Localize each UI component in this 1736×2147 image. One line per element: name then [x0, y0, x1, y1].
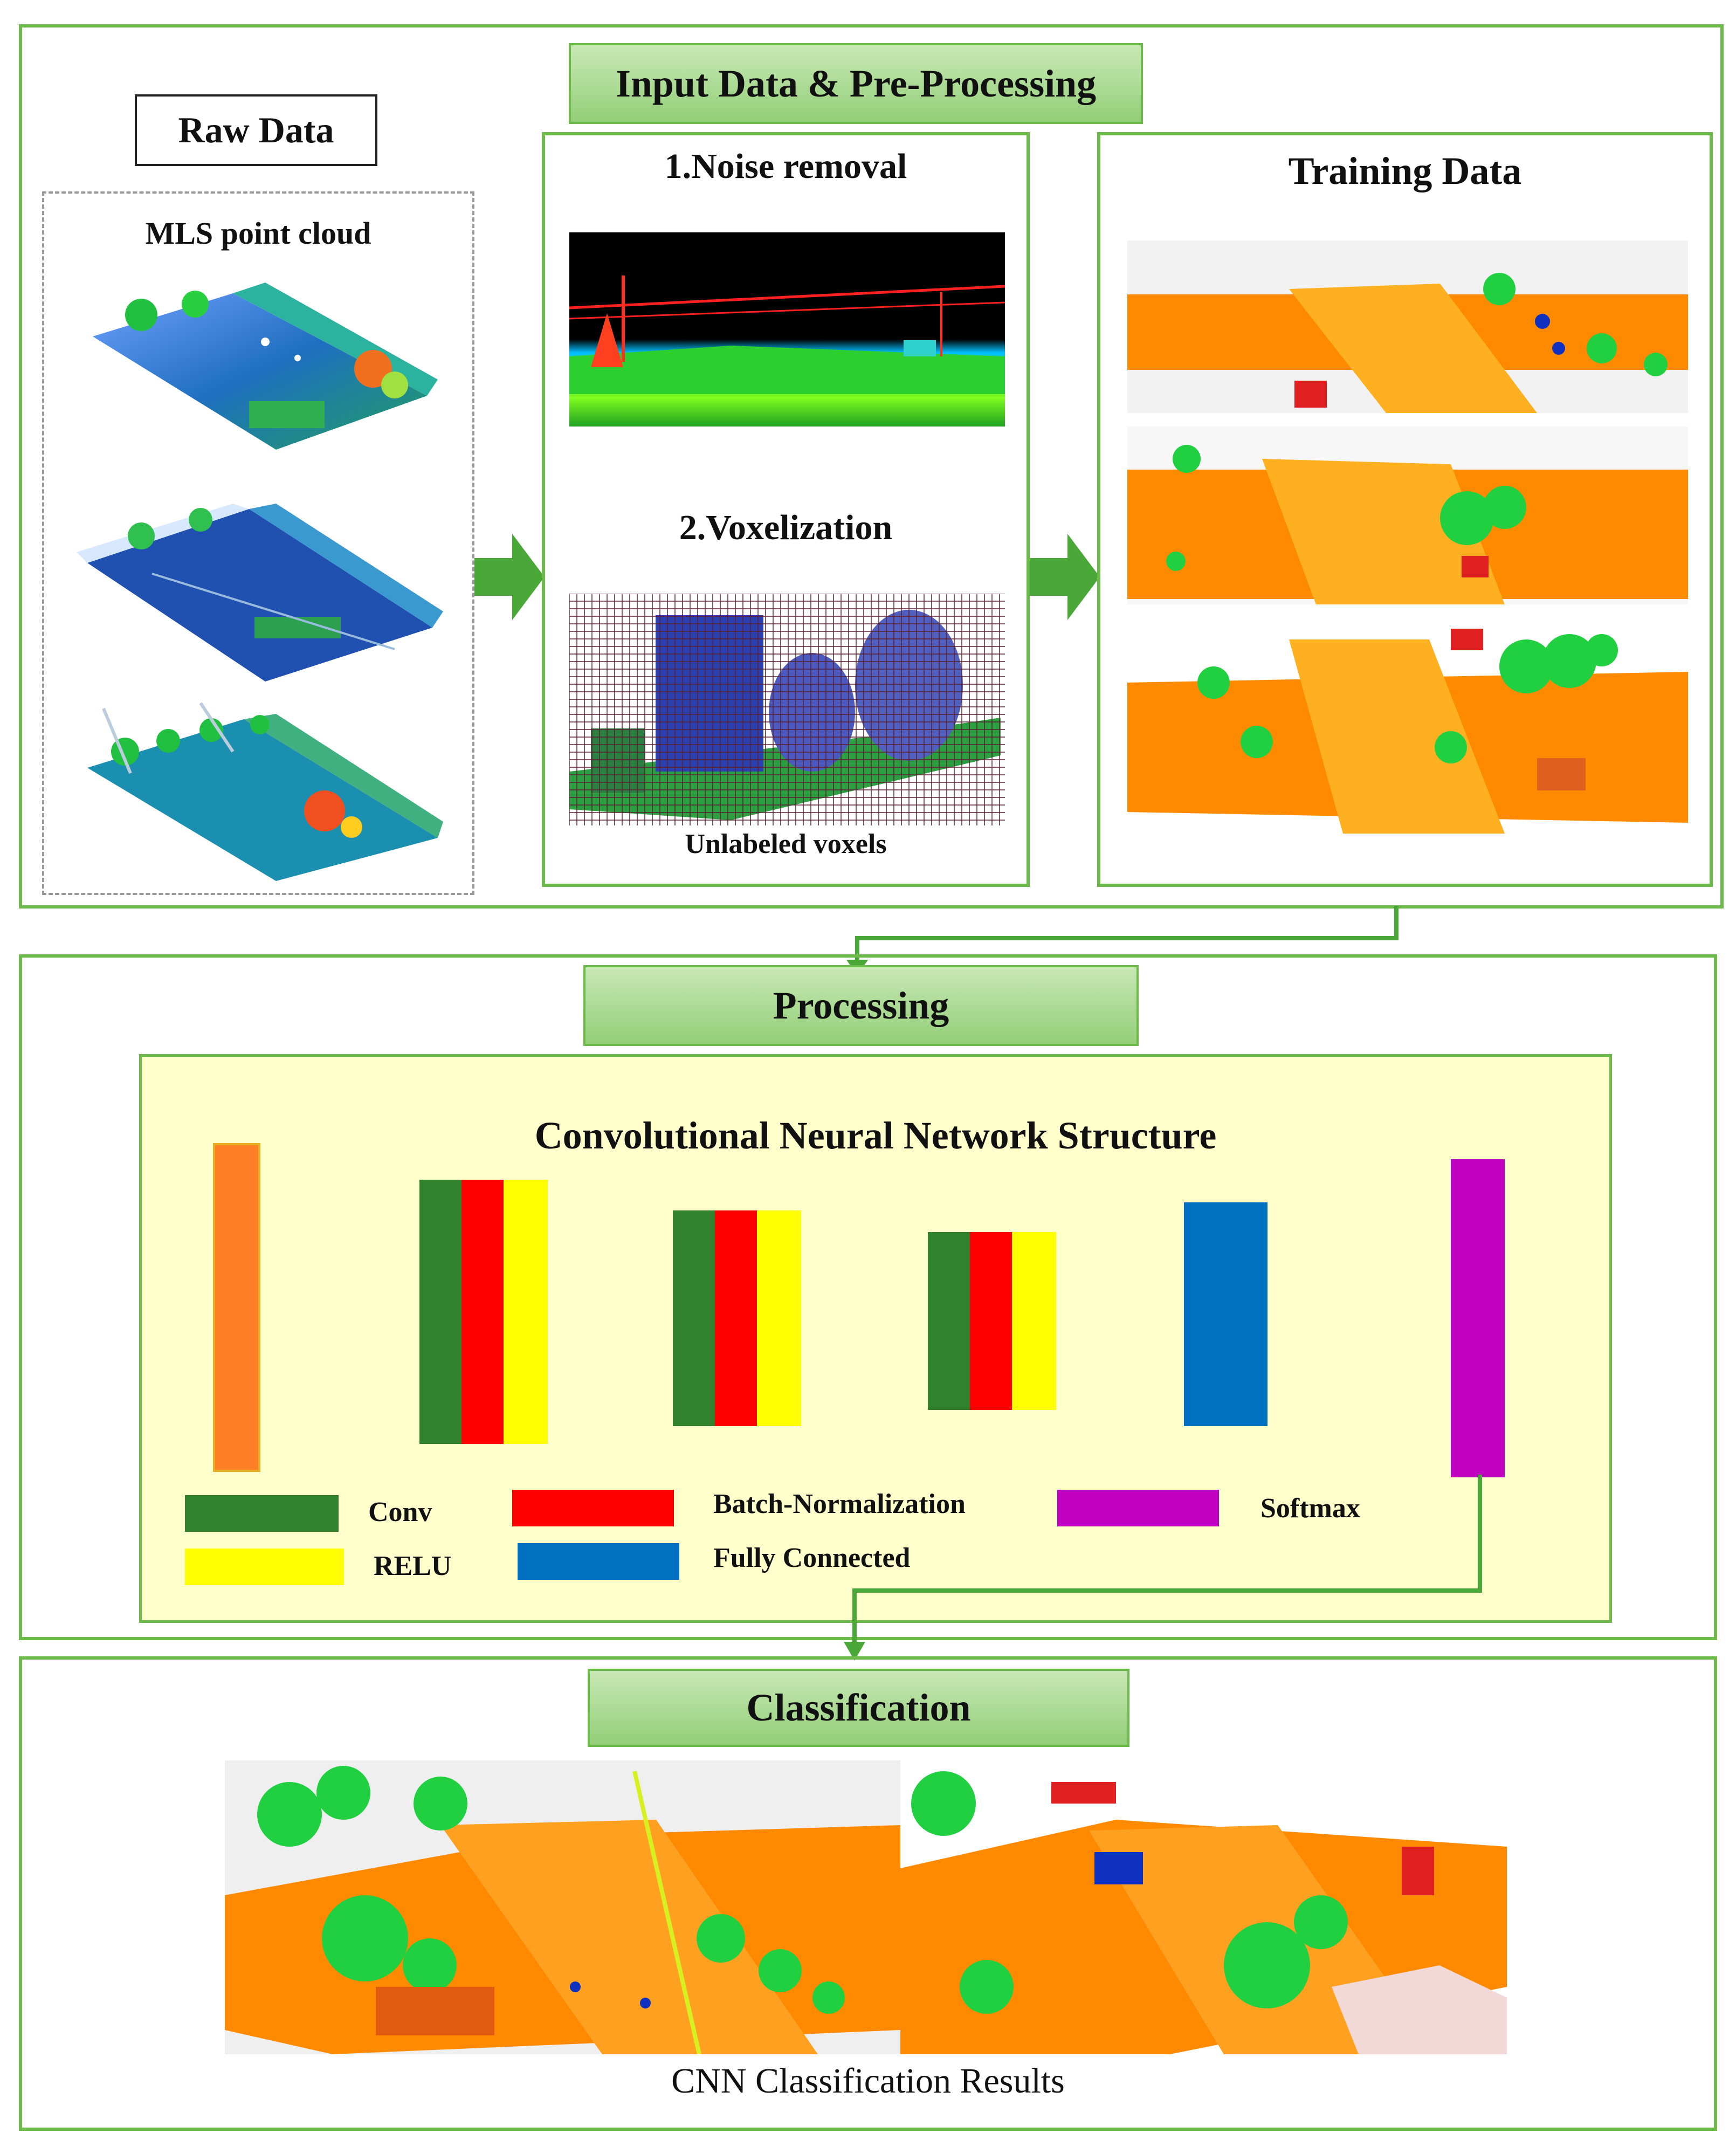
raw-data-label: Raw Data — [178, 109, 334, 150]
connector-softmax-to-classification — [844, 1475, 1482, 1661]
conv-block-3-relu — [1012, 1232, 1056, 1410]
legend-batch-norm-swatch — [512, 1490, 674, 1526]
classification-section-title: Classification — [588, 1669, 1129, 1747]
legend-conv-swatch — [185, 1495, 339, 1532]
legend-relu-label: RELU — [374, 1551, 452, 1581]
processing-section-title-text: Processing — [773, 983, 949, 1027]
legend-fully-connected-label: Fully Connected — [713, 1543, 911, 1573]
conv-block-1-conv — [419, 1180, 461, 1444]
legend-softmax-swatch — [1057, 1490, 1219, 1526]
training-graphic-1 — [1127, 240, 1688, 413]
training-image-1 — [1127, 240, 1688, 413]
softmax-block — [1451, 1159, 1505, 1477]
input-section-title-text: Input Data & Pre-Processing — [615, 61, 1097, 105]
conv-block-1-batch-norm — [461, 1180, 504, 1444]
legend-fully-connected-swatch — [518, 1543, 679, 1580]
classification-section-frame — [19, 1656, 1717, 2131]
raw-data-label-box: Raw Data — [135, 94, 377, 166]
legend-conv-label: Conv — [368, 1497, 432, 1527]
classification-result-graphic-2 — [900, 1760, 1507, 2054]
input-section-title: Input Data & Pre-Processing — [569, 43, 1143, 124]
input-layer-block — [213, 1143, 260, 1472]
legend-batch-norm-label: Batch-Normalization — [713, 1489, 966, 1519]
cnn-results-caption: CNN Classification Results — [671, 2061, 1065, 2101]
conv-block-3-conv — [928, 1232, 970, 1410]
training-image-2 — [1127, 426, 1688, 604]
voxelization-title: 2.Voxelization — [679, 508, 893, 547]
conv-block-2-relu — [757, 1210, 801, 1426]
legend-relu-swatch — [185, 1549, 344, 1585]
classification-result-image-2 — [900, 1760, 1507, 2054]
unlabeled-voxels-caption: Unlabeled voxels — [685, 829, 887, 859]
training-graphic-2 — [1127, 426, 1688, 604]
classification-result-image-1 — [225, 1760, 900, 2054]
training-data-title: Training Data — [1288, 149, 1522, 192]
cnn-title: Convolutional Neural Network Structure — [534, 1114, 1217, 1157]
conv-block-1-relu — [504, 1180, 548, 1444]
fully-connected-block — [1184, 1202, 1267, 1426]
classification-result-graphic-1 — [225, 1760, 900, 2054]
voxelization-graphic — [569, 594, 1005, 825]
mls-point-cloud-title: MLS point cloud — [145, 216, 371, 251]
processing-section-frame — [19, 954, 1717, 1640]
raw-point-cloud-image-3 — [71, 698, 449, 881]
preprocess-panel: 1.Noise removal 2.Voxelization — [542, 132, 1030, 887]
raw-point-cloud-image-2 — [71, 487, 449, 692]
training-data-panel: Training Data — [1097, 132, 1713, 887]
arrow-raw-to-preprocess — [474, 534, 545, 620]
conv-block-2-batch-norm — [715, 1210, 757, 1426]
conv-block-3-batch-norm — [970, 1232, 1012, 1410]
raw-point-cloud-graphic-1 — [93, 283, 438, 450]
processing-section-title: Processing — [583, 965, 1139, 1046]
noise-removal-graphic — [569, 232, 1005, 426]
arrow-preprocess-to-training — [1030, 534, 1100, 620]
cnn-panel: Convolutional Neural Network Structure C… — [139, 1054, 1612, 1623]
raw-point-cloud-graphic-3 — [87, 702, 443, 881]
conv-block-2-conv — [673, 1210, 715, 1426]
input-section-frame — [19, 24, 1724, 909]
voxelization-image — [569, 594, 1005, 825]
legend-softmax-label: Softmax — [1260, 1493, 1360, 1524]
training-graphic-3 — [1127, 618, 1688, 834]
raw-point-cloud-graphic-2 — [77, 504, 443, 682]
training-image-3 — [1127, 618, 1688, 834]
classification-section-title-text: Classification — [746, 1686, 971, 1729]
noise-removal-title: 1.Noise removal — [664, 147, 907, 186]
noise-removal-image — [569, 232, 1005, 426]
raw-point-cloud-image-1 — [71, 272, 449, 466]
raw-data-panel: MLS point cloud — [42, 191, 474, 895]
